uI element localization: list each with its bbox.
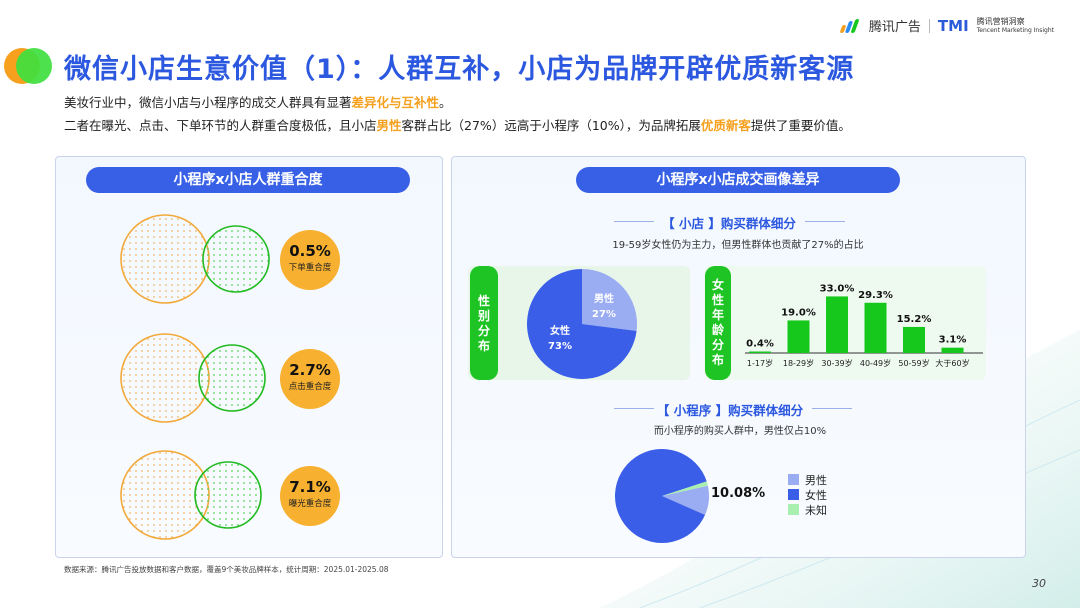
venn-0: [120, 214, 270, 304]
subtitle-1-post: 。: [439, 95, 452, 110]
venn-2: [120, 450, 262, 540]
pie-name-0: 男性: [594, 292, 614, 305]
legend-item-female: 女性: [788, 487, 827, 502]
bar-label-2: 33.0%: [820, 283, 855, 294]
legend-male-label: 男性: [805, 473, 827, 487]
page-title: 微信小店生意价值（1）：人群互补，小店为品牌开辟优质新客源: [64, 54, 855, 85]
overlap-venn-diagrams: [120, 214, 270, 540]
bar-30-39岁: [826, 296, 848, 353]
shop-circle: [194, 461, 262, 529]
pie-name-1: 女性: [550, 324, 570, 337]
miniprogram-circle: [120, 214, 210, 304]
click-overlap-value: 2.7%: [289, 361, 331, 379]
mini-section-title: 【 小程序 】购买群体细分: [656, 403, 804, 418]
pie-slice-male: [582, 269, 637, 331]
exposure-overlap-value: 7.1%: [289, 478, 331, 496]
mini-title-line-left: [614, 408, 654, 409]
tick-label-0: 1-17岁: [747, 358, 773, 368]
gender-label-text: 性别分布: [478, 294, 491, 353]
shop-title-line-left: [614, 221, 654, 222]
pie-slice-unknown: [662, 481, 708, 496]
legend-item-unknown: 未知: [788, 502, 827, 517]
age-label-text: 女性年龄分布: [712, 278, 725, 367]
mini-legend: 男性 女性 未知: [788, 472, 827, 517]
title-circles-icon: [4, 48, 52, 84]
subtitle-2-highlight-1: 男性: [376, 118, 402, 133]
exposure-overlap-label: 曝光重合度: [288, 499, 332, 509]
tmi-name: 腾讯营销洞察: [976, 16, 1025, 26]
page-number: 30: [1032, 577, 1046, 590]
bar-50-59岁: [903, 326, 925, 353]
mini-note: 而小程序的购买人群中，男性仅占10%: [653, 426, 827, 437]
pie-slice-female: [527, 269, 637, 379]
bar-label-4: 15.2%: [897, 314, 932, 325]
age-label: 女性年龄分布: [705, 266, 731, 380]
pie-slice-female: [615, 449, 707, 543]
legend-female-label: 女性: [805, 488, 827, 502]
legend-swatch-male: [788, 474, 799, 485]
data-source: 数据来源：腾讯广告投放数据和客户数据，覆盖9个美妆品牌样本，统计周期：2025.…: [64, 565, 389, 574]
shop-gender-pie: 男性 27% 女性 73%: [527, 269, 637, 379]
subtitle-1-pre: 美妆行业中，微信小店与小程序的成交人群具有显著: [64, 95, 352, 110]
bar-大于60岁: [941, 347, 964, 353]
subtitle-line-2: 二者在曝光、点击、下单环节的人群重合度极低，且小店男性客群占比（27%）远高于小…: [64, 115, 851, 134]
shop-note: 19-59岁女性仍为主力，但男性群体也贡献了27%的占比: [612, 240, 864, 251]
header-logos: 腾讯广告 TMI 腾讯营销洞察 Tencent Marketing Insigh…: [839, 16, 1054, 35]
order-overlap-badge: 0.5% 下单重合度: [280, 230, 340, 290]
brand-name: 腾讯广告: [868, 20, 921, 35]
order-overlap-label: 下单重合度: [288, 263, 332, 273]
mini-gender-pie: [615, 449, 709, 543]
left-panel-title: 小程序x小店人群重合度: [86, 167, 410, 193]
mini-title-line-right: [812, 408, 852, 409]
subtitle-1-highlight: 差异化与互补性: [351, 95, 440, 110]
pie-value-0: 27%: [592, 309, 616, 320]
miniprogram-circle: [120, 333, 210, 423]
bar-label-3: 29.3%: [858, 290, 893, 301]
tmi-name-block: 腾讯营销洞察 Tencent Marketing Insight: [977, 17, 1054, 35]
shop-title-line-right: [805, 221, 845, 222]
bar-label-5: 3.1%: [939, 335, 967, 346]
mini-male-callout: 10.08%: [711, 486, 766, 501]
right-panel-title: 小程序x小店成交画像差异: [576, 167, 900, 193]
legend-item-male: 男性: [788, 472, 827, 487]
order-overlap-value: 0.5%: [289, 242, 331, 260]
age-bar-chart: 0.4% 1-17岁 19.0% 18-29岁 33.0% 30-39岁 29.3% 40-4…: [745, 283, 983, 368]
subtitle-2-p1: 二者在曝光、点击、下单环节的人群重合度极低，且小店: [64, 118, 377, 133]
legend-unknown-label: 未知: [805, 503, 827, 517]
bar-18-29岁: [787, 320, 810, 353]
shop-section-title: 【 小店 】购买群体细分: [662, 216, 796, 231]
tick-label-5: 大于60岁: [935, 358, 969, 368]
exposure-overlap-badge: 7.1% 曝光重合度: [280, 466, 340, 526]
tick-label-4: 50-59岁: [898, 358, 929, 368]
shop-circle: [198, 344, 266, 412]
subtitle-2-highlight-2: 优质新客: [700, 118, 751, 133]
gender-label: 性别分布: [470, 266, 498, 380]
click-overlap-label: 点击重合度: [288, 382, 332, 392]
subtitle-line-1: 美妆行业中，微信小店与小程序的成交人群具有显著差异化与互补性。: [64, 92, 452, 111]
pie-slice-male: [662, 485, 709, 515]
tmi-english: Tencent Marketing Insight: [976, 26, 1054, 34]
subtitle-2-p3: 提供了重要价值。: [750, 118, 851, 133]
bar-40-49岁: [864, 302, 887, 353]
venn-1: [120, 333, 266, 423]
tencent-ads-logo-icon: [839, 18, 861, 33]
click-overlap-badge: 2.7% 点击重合度: [280, 349, 340, 409]
subtitle-2-p2: 客群占比（27%）远高于小程序（10%），为品牌拓展: [401, 118, 701, 133]
tick-label-3: 40-49岁: [860, 358, 891, 368]
tick-label-1: 18-29岁: [783, 358, 814, 368]
legend-swatch-female: [788, 489, 799, 500]
logo-divider: [928, 18, 930, 33]
tick-label-2: 30-39岁: [821, 358, 852, 368]
legend-swatch-unknown: [788, 504, 799, 515]
shop-circle: [202, 225, 270, 293]
bar-label-0: 0.4%: [746, 339, 774, 350]
bar-label-1: 19.0%: [781, 307, 816, 318]
pie-value-1: 73%: [548, 341, 572, 352]
bar-1-17岁: [749, 351, 771, 353]
tmi-logo: TMI: [937, 16, 969, 35]
